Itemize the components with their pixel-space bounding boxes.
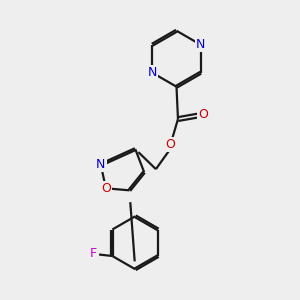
Text: O: O bbox=[198, 108, 208, 121]
Text: F: F bbox=[90, 247, 97, 260]
Text: N: N bbox=[96, 158, 106, 171]
Text: O: O bbox=[101, 182, 111, 195]
Text: O: O bbox=[166, 138, 176, 151]
Text: N: N bbox=[148, 66, 157, 79]
Text: N: N bbox=[196, 38, 206, 51]
